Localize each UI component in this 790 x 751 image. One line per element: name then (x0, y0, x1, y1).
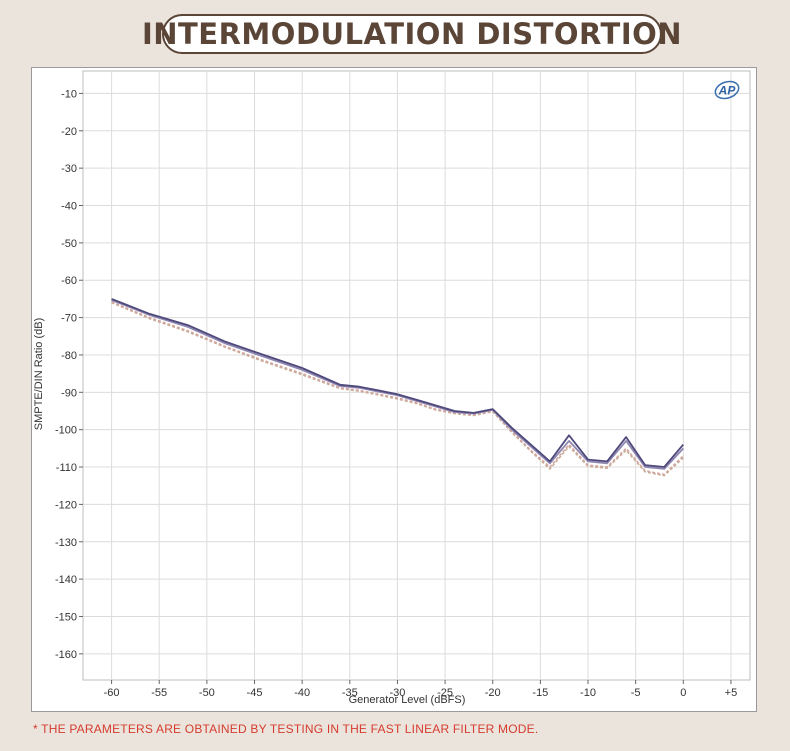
x-tick-label: -50 (199, 687, 215, 699)
x-tick-label: -55 (151, 687, 167, 699)
grid-lines (79, 70, 751, 684)
x-tick-label: -40 (294, 687, 310, 699)
y-tick-label: -120 (55, 499, 77, 511)
series-lines (111, 298, 684, 477)
x-axis-label: Generator Level (dBFS) (349, 694, 466, 706)
x-tick-label: -35 (342, 687, 358, 699)
y-tick-label: -20 (61, 126, 77, 138)
y-tick-label: -140 (55, 574, 77, 586)
x-tick-label: -25 (437, 687, 453, 699)
y-axis-label: SMPTE/DIN Ratio (dB) (33, 318, 45, 430)
y-tick-label: -150 (55, 611, 77, 623)
x-tick-labels: -60 -55 -50 -45 -40 -35 -30 -25 -20 -15 -10 -5 0 +5 (104, 687, 738, 699)
y-tick-label: -30 (61, 163, 77, 175)
y-tick-label: -160 (55, 649, 77, 661)
y-tick-label: -10 (61, 88, 77, 100)
chart-frame: -10 -20 -30 -40 -50 -60 -70 -80 -90 -100 -110 -120-… (31, 67, 757, 712)
y-tick-label: -60 (61, 275, 77, 287)
x-tick-label: 0 (680, 687, 686, 699)
y-tick-label: -40 (61, 201, 77, 213)
title-banner: INTERMODULATION DISTORTION (142, 14, 682, 54)
x-tick-label: +5 (725, 687, 738, 699)
x-tick-label: -15 (532, 687, 548, 699)
y-tick-label: -80 (61, 350, 77, 362)
footnote: * THE PARAMETERS ARE OBTAINED BY TESTING… (33, 722, 539, 736)
x-tick-label: -45 (247, 687, 263, 699)
plot-area (82, 70, 751, 681)
y-tick-label: -50 (61, 238, 77, 250)
page-title: INTERMODULATION DISTORTION (141, 17, 683, 51)
y-tick-labels: -10 -20 -30 -40 -50 -60 -70 -80 -90 -100 -110 -120 -… (55, 88, 77, 660)
x-tick-label: -5 (631, 687, 641, 699)
series-line-ch2 (111, 299, 684, 470)
series-line-ch1 (111, 298, 684, 468)
ap-logo-icon: AP (714, 80, 740, 100)
x-tick-label: -20 (485, 687, 501, 699)
ap-logo-text: AP (718, 84, 737, 98)
x-tick-label: -10 (580, 687, 596, 699)
x-tick-label: -30 (389, 687, 405, 699)
y-tick-label: -70 (61, 313, 77, 325)
y-tick-label: -130 (55, 537, 77, 549)
y-tick-label: -90 (61, 387, 77, 399)
x-tick-label: -60 (104, 687, 120, 699)
y-tick-label: -100 (55, 425, 77, 437)
y-tick-label: -110 (56, 462, 77, 474)
imd-chart: -10-20-30-40-50-60-70-80-90-100-110-120-… (33, 70, 751, 706)
